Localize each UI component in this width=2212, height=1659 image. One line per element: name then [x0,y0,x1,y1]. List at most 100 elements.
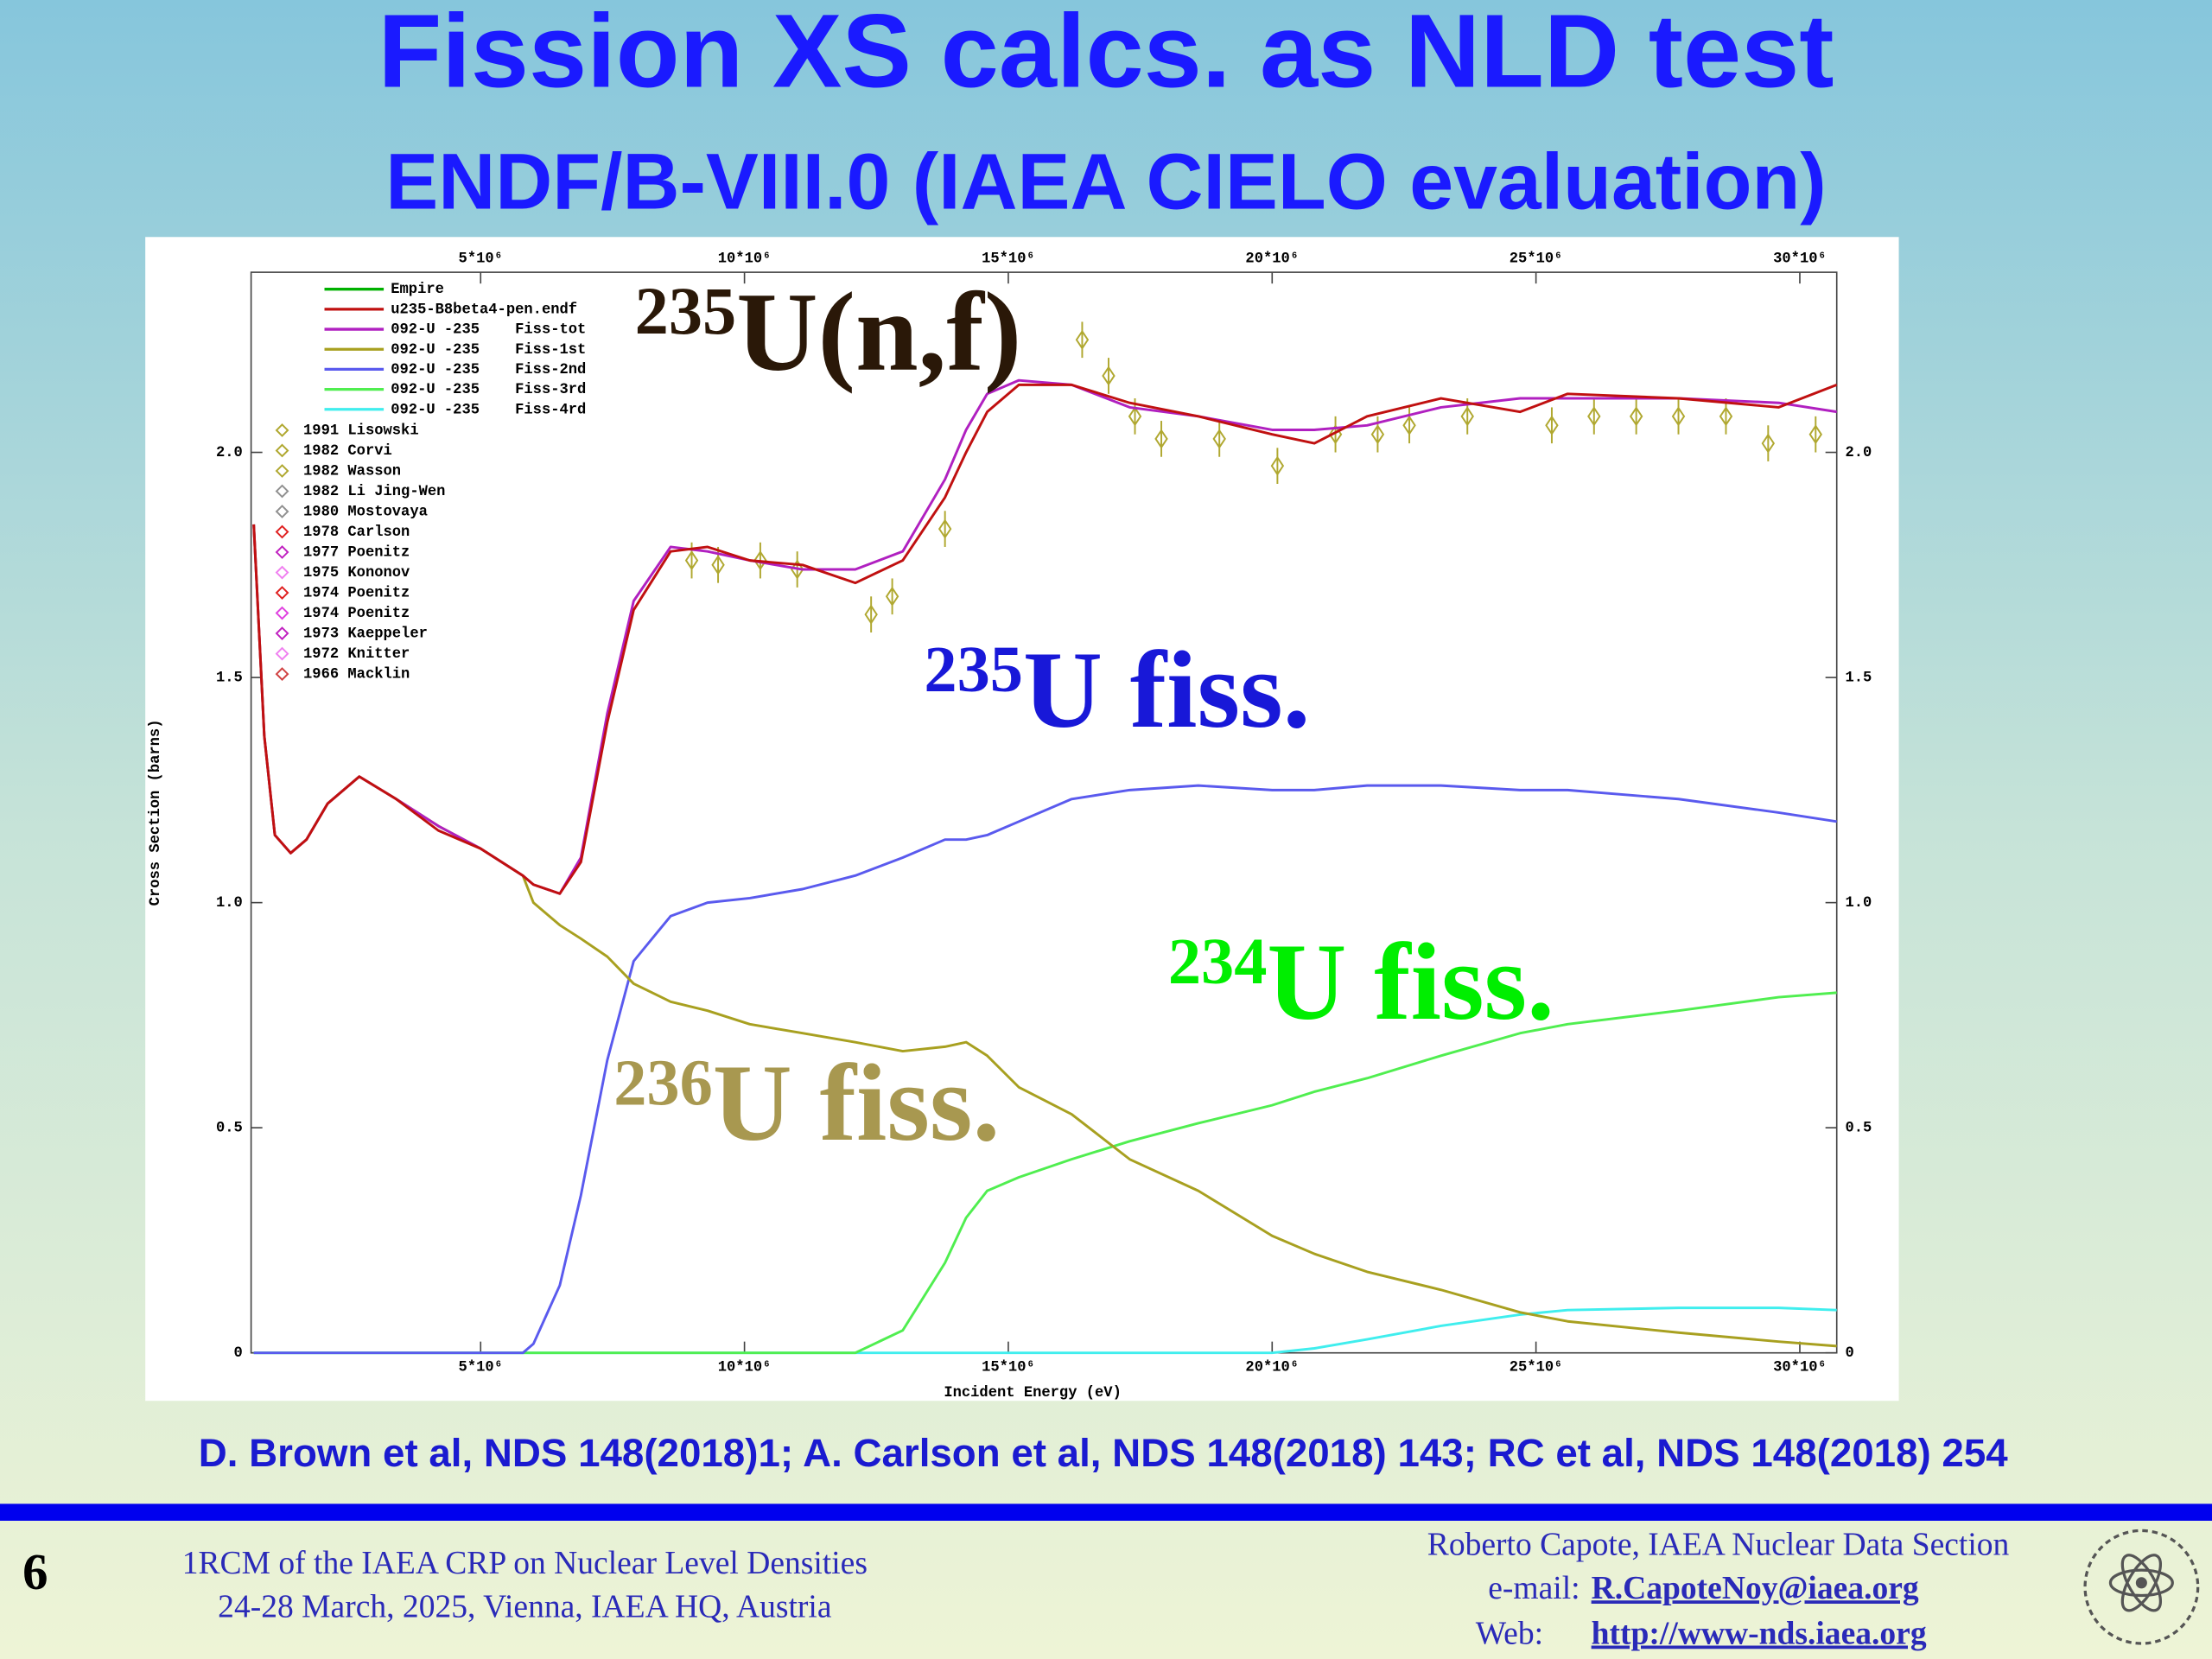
data-point [1128,406,1142,427]
annotation-mass: 235 [924,632,1023,706]
annotation: 234U fiss. [1168,921,1554,1043]
annotation-text: U(n,f) [736,270,1021,395]
data-point [1587,406,1601,427]
legend-marker [275,484,289,499]
x-tick-label: 5*10⁶ [459,1360,503,1376]
y-tick-label: 1.5 [1846,671,1872,687]
data-point [1370,424,1385,445]
web-label: Web: [1476,1617,1543,1652]
web-link[interactable]: http://www-nds.iaea.org [1592,1617,1927,1652]
x-tick-label: 20*10⁶ [1245,1360,1299,1376]
legend-marker [275,464,289,478]
data-point [1102,365,1116,386]
legend-marker [275,505,289,518]
legend-label: 092-U -235 Fiss-2nd [391,362,586,378]
title: Fission XS calcs. as NLD test [378,0,1834,109]
legend-marker [275,667,289,681]
y-axis-label: Cross Section (barns) [148,720,164,906]
subtitle: ENDF/B-VIII.0 (IAEA CIELO evaluation) [385,137,1826,226]
data-point [1270,455,1285,476]
legend-marker [275,565,289,580]
y-tick-label: 1.0 [1846,895,1872,912]
data-point [684,550,699,571]
legend-label: 1972 Knitter [303,646,410,663]
references: D. Brown et al, NDS 148(2018)1; A. Carls… [199,1431,2008,1475]
annotation-mass: 235 [635,273,737,348]
annotation-mass: 234 [1168,925,1268,998]
data-point [1154,429,1168,449]
y-tick-label: 2.0 [1846,445,1872,461]
x-tick-label: 10*10⁶ [718,251,772,267]
legend-marker [275,423,289,437]
legend-label: 092-U -235 Fiss-tot [391,322,586,339]
data-point [1629,406,1643,427]
annotation-text: U fiss. [1023,629,1311,751]
legend-marker [275,626,289,640]
annotation-text: U fiss. [1267,921,1554,1043]
email-label: e-mail: [1488,1571,1580,1606]
legend-label: u235-B8beta4-pen.endf [391,302,577,318]
y-tick-label: 0 [234,1345,243,1362]
footer-bar [0,1503,2212,1521]
event-line: 1RCM of the IAEA CRP on Nuclear Level De… [182,1546,868,1581]
legend-label: 1974 Poenitz [303,606,410,622]
legend-label: 092-U -235 Fiss-1st [391,342,586,359]
legend-label: 1975 Kononov [303,565,410,582]
legend-label: 1982 Li Jing-Wen [303,484,445,500]
author: Roberto Capote, IAEA Nuclear Data Sectio… [1427,1528,2010,1563]
y-tick-label: 0.5 [216,1121,243,1137]
y-tick-label: 2.0 [216,445,243,461]
chart: 5*10⁶ 5*10⁶ 10*10⁶ 10*10⁶ 15*10⁶ 15*10⁶ 20*10⁶… [148,251,1872,1402]
y-tick-label: 0 [1846,1345,1854,1362]
legend-label: 1966 Macklin [303,667,410,683]
x-tick-label: 25*10⁶ [1510,251,1563,267]
data-point [1460,406,1474,427]
data-point [1719,406,1733,427]
series-line [253,784,1837,1355]
legend-marker [275,586,289,600]
legend-label: 1978 Carlson [303,524,410,541]
legend-label: 1982 Wasson [303,464,401,480]
email-link[interactable]: R.CapoteNoy@iaea.org [1592,1571,1919,1606]
annotation-text: U fiss. [713,1042,1001,1164]
page-number: 6 [22,1544,48,1600]
series-line [252,383,1838,895]
x-tick-label: 30*10⁶ [1773,1360,1827,1376]
legend-marker [275,646,289,661]
data-point [1545,415,1559,435]
legend-label: 1973 Kaeppeler [303,626,428,643]
legend-marker [275,606,289,620]
legend-marker [275,524,289,539]
annotation: 235U(n,f) [635,270,1022,395]
legend-marker [275,545,289,559]
y-tick-label: 0.5 [1846,1121,1872,1137]
annotation-mass: 236 [613,1046,713,1119]
x-tick-label: 10*10⁶ [718,1360,772,1376]
legend-label: 1977 Poenitz [303,545,410,562]
data-point [1761,433,1776,454]
legend-label: 1980 Mostovaya [303,505,428,521]
data-point [938,518,952,539]
legend-label: 092-U -235 Fiss-4rd [391,402,586,418]
x-axis-label: Incident Energy (eV) [944,1385,1122,1402]
data-point [1402,415,1416,435]
legend-marker [275,443,289,458]
annotation: 235U fiss. [924,629,1310,751]
annotation: 236U fiss. [613,1042,1000,1164]
legend-label: 1974 Poenitz [303,586,410,602]
y-tick-label: 1.0 [216,895,243,912]
x-tick-label: 20*10⁶ [1245,251,1299,267]
legend-label: 1991 Lisowski [303,423,419,439]
data-point [1075,329,1090,350]
x-tick-label: 25*10⁶ [1510,1360,1563,1376]
x-tick-label: 5*10⁶ [459,251,503,267]
event-line: 24-28 March, 2025, Vienna, IAEA HQ, Aust… [218,1589,832,1624]
data-point [864,604,878,625]
data-point [711,555,725,575]
legend-label: Empire [391,282,444,298]
data-point [1671,406,1686,427]
x-tick-label: 15*10⁶ [982,251,1035,267]
data-point [1212,429,1226,449]
